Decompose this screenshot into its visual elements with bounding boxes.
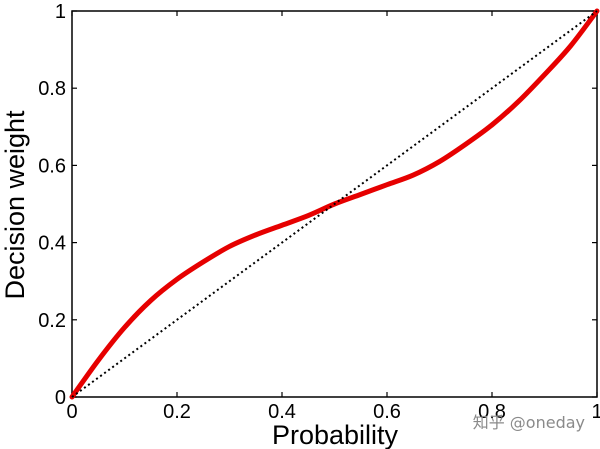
y-tick-label: 0.2 — [38, 310, 66, 332]
y-tick-label: 1 — [55, 1, 66, 23]
x-tick-label: 0.8 — [478, 401, 506, 423]
x-tick-label: 0.6 — [373, 401, 401, 423]
series-line-dotted-diagonal — [71, 10, 598, 398]
x-tick-label: 0.4 — [268, 401, 296, 423]
y-tick-label: 0.6 — [38, 155, 66, 177]
y-tick-label: 0 — [55, 387, 66, 409]
watermark-text: 知乎 @oneday — [473, 413, 585, 432]
x-tick-label: 1 — [591, 401, 600, 423]
y-tick-label: 0.8 — [38, 78, 66, 100]
y-tick-label: 0.4 — [38, 233, 66, 255]
y-axis-label: Decision weight — [0, 110, 30, 300]
x-tick-label: 0.2 — [163, 401, 191, 423]
x-tick-label: 0 — [66, 401, 77, 423]
x-axis-label: Probability — [272, 420, 399, 449]
plot-frame — [71, 10, 598, 398]
